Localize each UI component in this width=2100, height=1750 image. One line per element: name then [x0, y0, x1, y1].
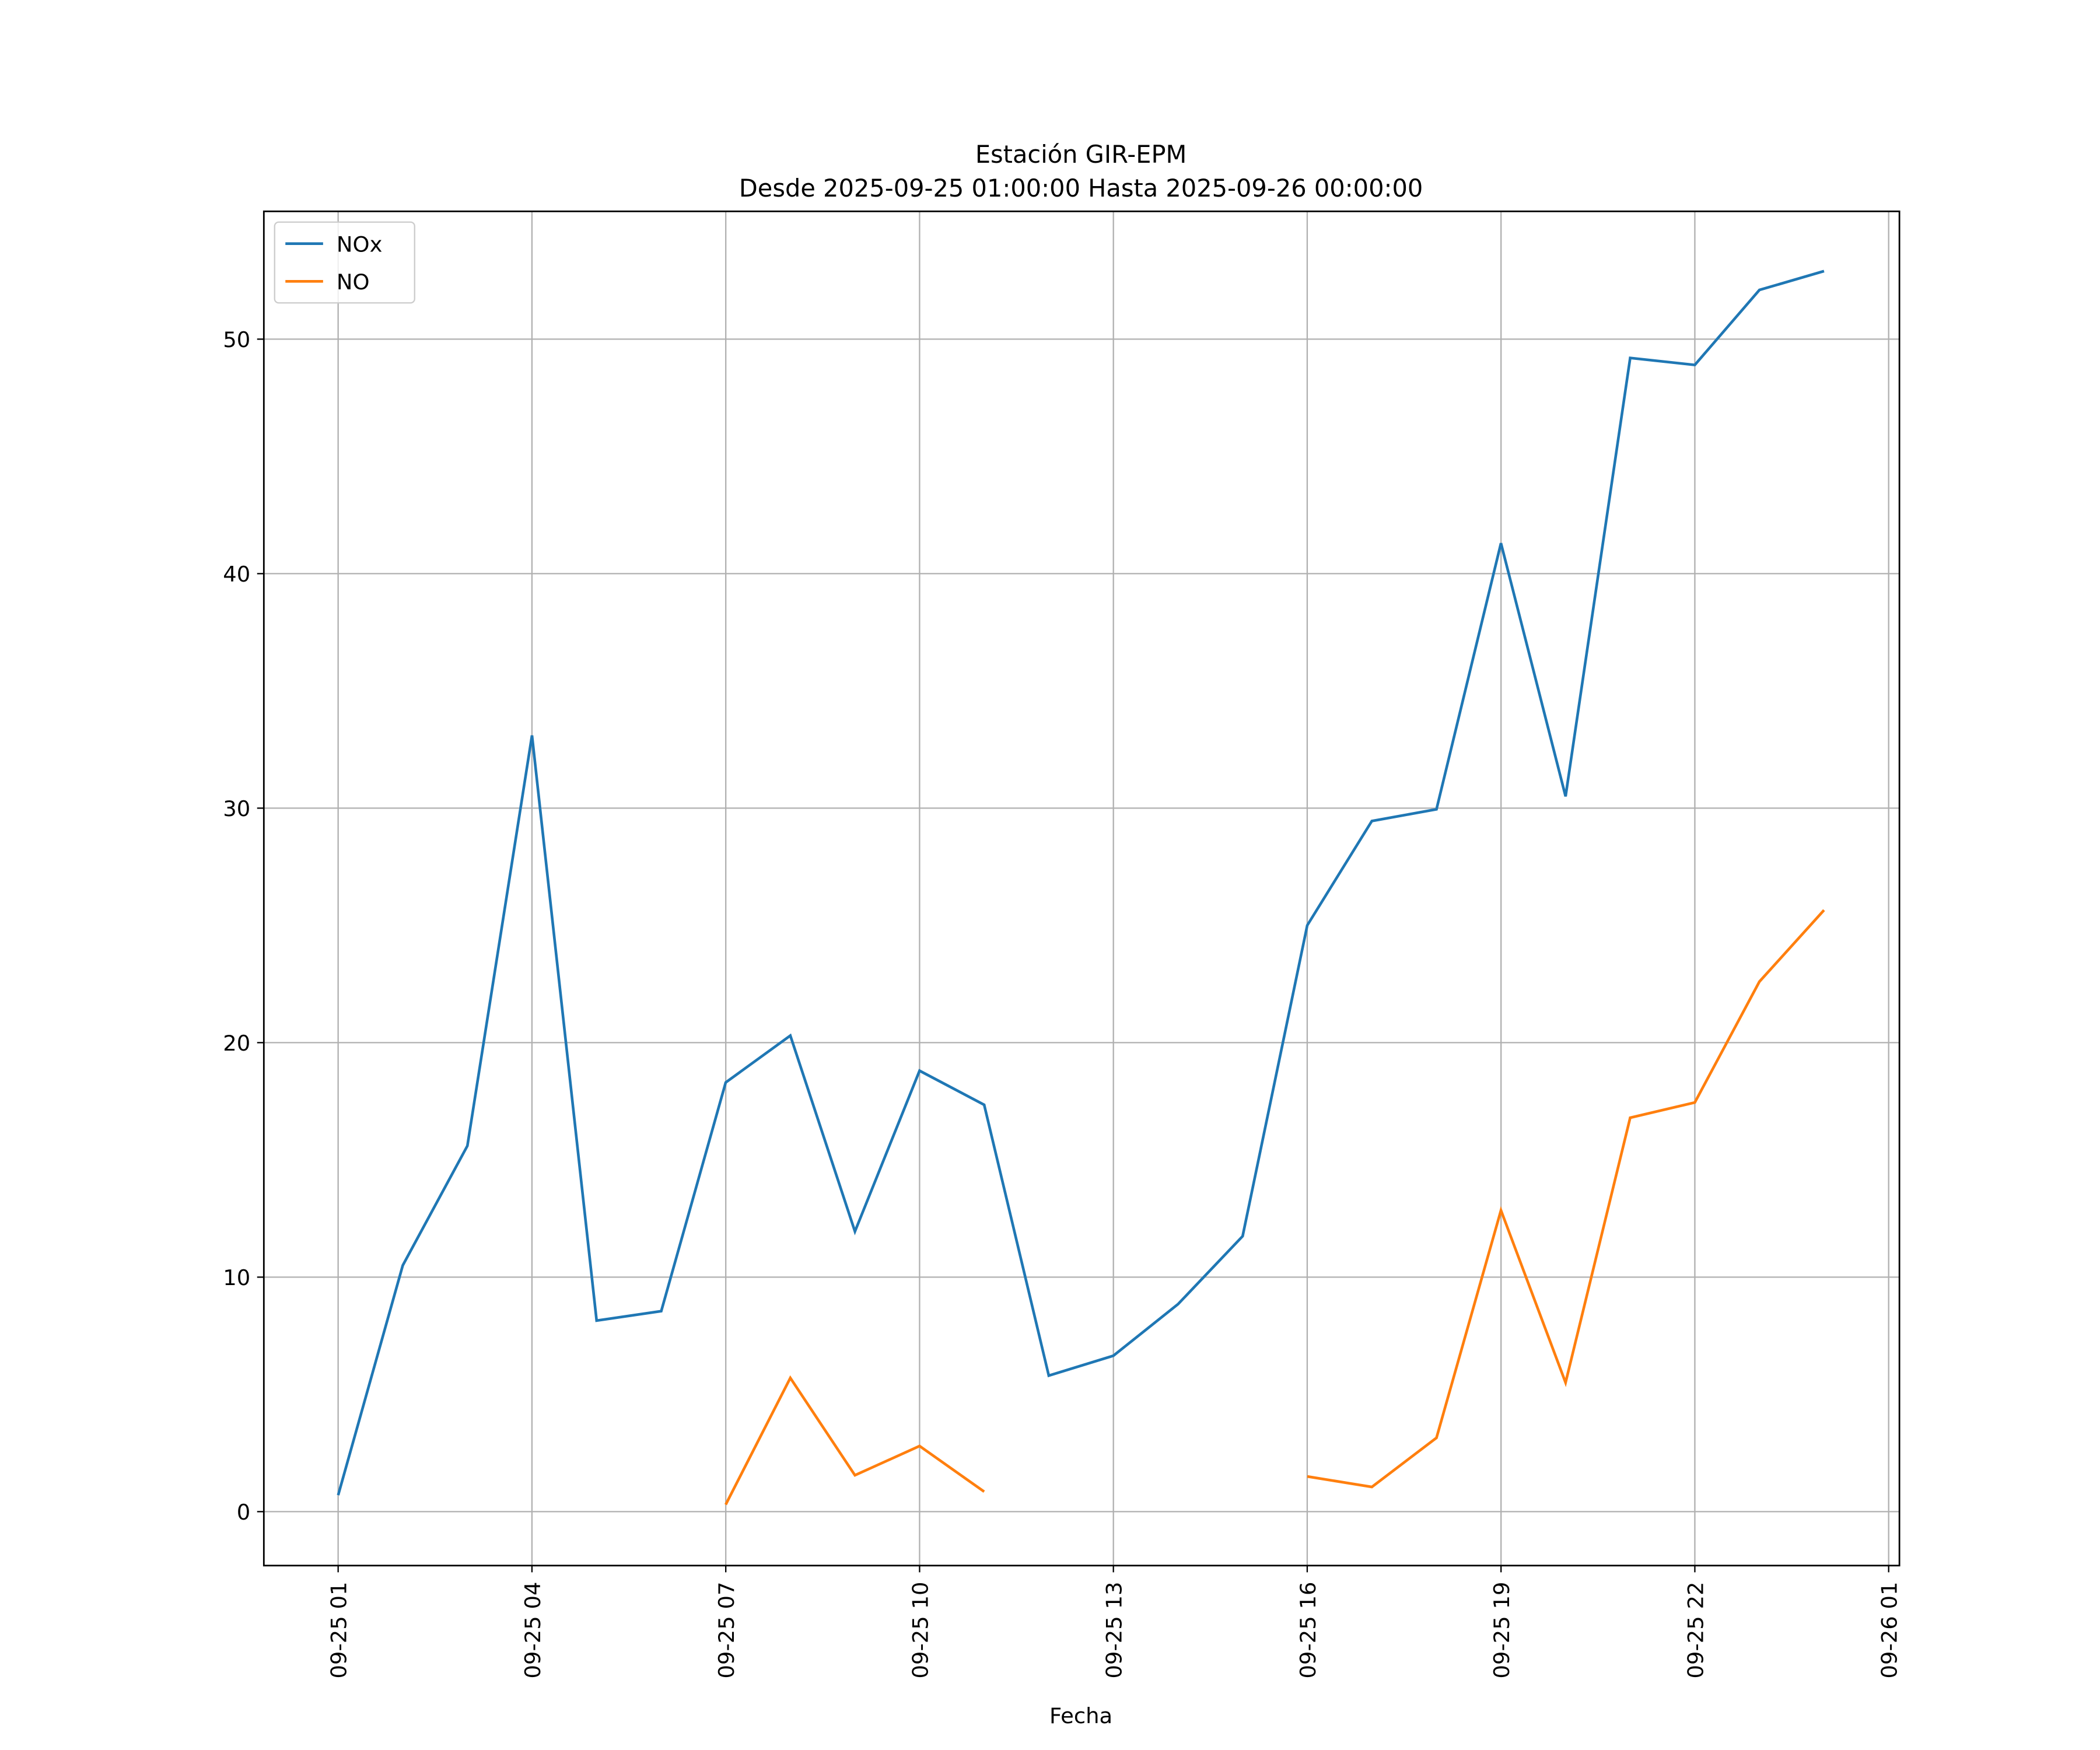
- axis-ticks: 0 10 20 30 40 50 09-25 01 09-25 04 09-25 07 09-25…: [223, 327, 1902, 1678]
- legend-label-nox: NOx: [337, 232, 383, 257]
- x-tick-label: 09-25 07: [714, 1582, 739, 1679]
- legend-label-no: NO: [337, 270, 370, 295]
- series-line-nox: [337, 270, 1825, 1496]
- series-line-no: [1307, 909, 1825, 1489]
- x-tick-label: 09-25 22: [1683, 1582, 1708, 1679]
- series-lines: [337, 270, 1825, 1506]
- y-tick-label: 50: [223, 327, 250, 352]
- x-tick-label: 09-25 19: [1489, 1582, 1514, 1679]
- chart-title: Estación GIR-EPM: [975, 140, 1186, 169]
- x-axis-label: Fecha: [1049, 1703, 1112, 1728]
- y-tick-label: 20: [223, 1031, 250, 1056]
- x-tick-label: 09-26 01: [1877, 1582, 1902, 1679]
- series-line-no: [724, 1375, 985, 1506]
- plot-frame: [262, 210, 1901, 1567]
- y-tick-label: 30: [223, 796, 250, 821]
- y-tick-label: 10: [223, 1265, 250, 1290]
- y-tick-label: 40: [223, 562, 250, 587]
- x-tick-label: 09-25 13: [1102, 1582, 1127, 1679]
- x-tick-label: 09-25 10: [908, 1582, 933, 1679]
- x-tick-label: 09-25 16: [1296, 1582, 1321, 1679]
- y-tick-label: 0: [237, 1500, 250, 1525]
- x-tick-label: 09-25 04: [520, 1582, 545, 1679]
- legend: NOx NO: [274, 221, 415, 304]
- x-tick-label: 09-25 01: [327, 1582, 352, 1679]
- chart-subtitle: Desde 2025-09-25 01:00:00 Hasta 2025-09-…: [739, 174, 1423, 202]
- grid: [264, 211, 1900, 1566]
